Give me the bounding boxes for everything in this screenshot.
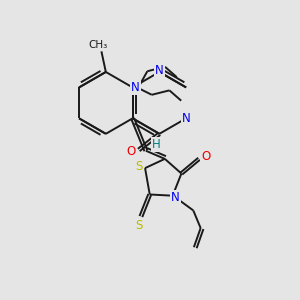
Text: N: N	[171, 191, 180, 204]
Text: N: N	[182, 112, 190, 125]
Text: S: S	[135, 160, 142, 173]
Text: N: N	[155, 64, 164, 77]
Text: N: N	[131, 81, 140, 94]
Text: H: H	[152, 138, 161, 151]
Text: O: O	[127, 145, 136, 158]
Text: CH₃: CH₃	[89, 40, 108, 50]
Text: O: O	[201, 150, 210, 163]
Text: S: S	[136, 219, 143, 232]
